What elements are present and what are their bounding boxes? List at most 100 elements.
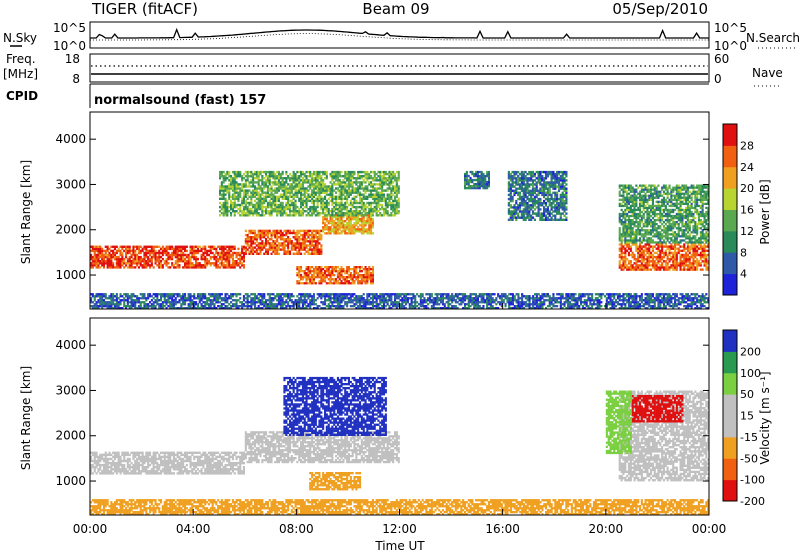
echo-cell: [665, 227, 667, 229]
echo-cell: [622, 239, 624, 241]
echo-cell: [687, 268, 689, 270]
echo-cell: [331, 202, 333, 204]
echo-cell: [342, 220, 344, 222]
echo-cell: [372, 196, 374, 198]
echo-cell: [195, 246, 197, 248]
echo-cell: [669, 229, 671, 231]
echo-cell: [645, 207, 647, 209]
echo-cell: [528, 206, 530, 208]
echo-cell: [541, 175, 543, 177]
echo-cell: [543, 194, 545, 196]
echo-cell: [204, 256, 206, 258]
echo-cell: [622, 199, 624, 201]
echo-cell: [245, 179, 247, 181]
echo-cell: [365, 282, 367, 284]
echo-cell: [488, 183, 490, 185]
echo-cell: [650, 245, 652, 247]
echo-cell: [521, 177, 523, 179]
echo-cell: [521, 210, 523, 212]
echo-cell: [646, 252, 648, 254]
echo-cell: [241, 214, 243, 216]
echo-cell: [361, 181, 363, 183]
echo-cell: [357, 226, 359, 228]
echo-cell: [143, 252, 145, 254]
echo-cell: [650, 195, 652, 197]
echo-cell: [236, 256, 238, 258]
echo-cell: [306, 230, 308, 232]
echo-cell: [226, 206, 228, 208]
echo-cell: [370, 272, 372, 274]
echo-cell: [663, 266, 665, 268]
echo-cell: [394, 206, 396, 208]
echo-cell: [698, 248, 700, 250]
echo-cell: [370, 230, 372, 232]
echo-cell: [361, 282, 363, 284]
echo-cell: [685, 252, 687, 254]
echo-cell: [164, 262, 166, 264]
echo-cell: [545, 204, 547, 206]
echo-cell: [363, 228, 365, 230]
echo-cell: [481, 175, 483, 177]
echo-cell: [287, 202, 289, 204]
echo-cell: [322, 185, 324, 187]
echo-cell: [289, 238, 291, 240]
echo-cell: [670, 245, 672, 247]
echo-cell: [307, 282, 309, 284]
echo-cell: [374, 210, 376, 212]
echo-cell: [295, 206, 297, 208]
echo-cell: [245, 200, 247, 202]
echo-cell: [324, 272, 326, 274]
echo-cell: [256, 253, 258, 255]
echo-cell: [704, 252, 706, 254]
echo-cell: [466, 175, 468, 177]
echo-cell: [295, 242, 297, 244]
echo-cell: [335, 192, 337, 194]
echo-cell: [344, 276, 346, 278]
echo-cell: [333, 220, 335, 222]
echo-cell: [685, 268, 687, 270]
echo-cell: [669, 227, 671, 229]
echo-cell: [307, 240, 309, 242]
echo-cell: [105, 262, 107, 264]
echo-cell: [381, 204, 383, 206]
echo-cell: [330, 185, 332, 187]
echo-cell: [643, 203, 645, 205]
echo-cell: [245, 192, 247, 194]
echo-cell: [659, 209, 661, 211]
echo-cell: [648, 189, 650, 191]
echo-cell: [204, 248, 206, 250]
echo-cell: [361, 232, 363, 234]
echo-cell: [239, 256, 241, 258]
echo-cell: [258, 179, 260, 181]
echo-cell: [621, 239, 623, 241]
echo-cell: [223, 179, 225, 181]
echo-cell: [632, 266, 634, 268]
echo-cell: [272, 234, 274, 236]
echo-cell: [661, 205, 663, 207]
echo-cell: [228, 192, 230, 194]
echo-cell: [630, 207, 632, 209]
echo-cell: [545, 198, 547, 200]
echo-cell: [543, 196, 545, 198]
echo-cell: [261, 200, 263, 202]
echo-cell: [704, 245, 706, 247]
echo-cell: [337, 224, 339, 226]
echo-cell: [304, 189, 306, 191]
echo-cell: [234, 171, 236, 173]
echo-cell: [315, 230, 317, 232]
echo-cell: [328, 198, 330, 200]
echo-cell: [692, 248, 694, 250]
echo-cell: [663, 203, 665, 205]
echo-cell: [357, 266, 359, 268]
echo-cell: [551, 204, 553, 206]
echo-cell: [175, 246, 177, 248]
echo-cell: [232, 194, 234, 196]
echo-cell: [619, 219, 621, 221]
echo-cell: [245, 171, 247, 173]
echo-cell: [296, 246, 298, 248]
echo-cell: [641, 217, 643, 219]
echo-cell: [641, 221, 643, 223]
echo-cell: [103, 256, 105, 258]
echo-cell: [129, 260, 131, 262]
echo-cell: [370, 226, 372, 228]
